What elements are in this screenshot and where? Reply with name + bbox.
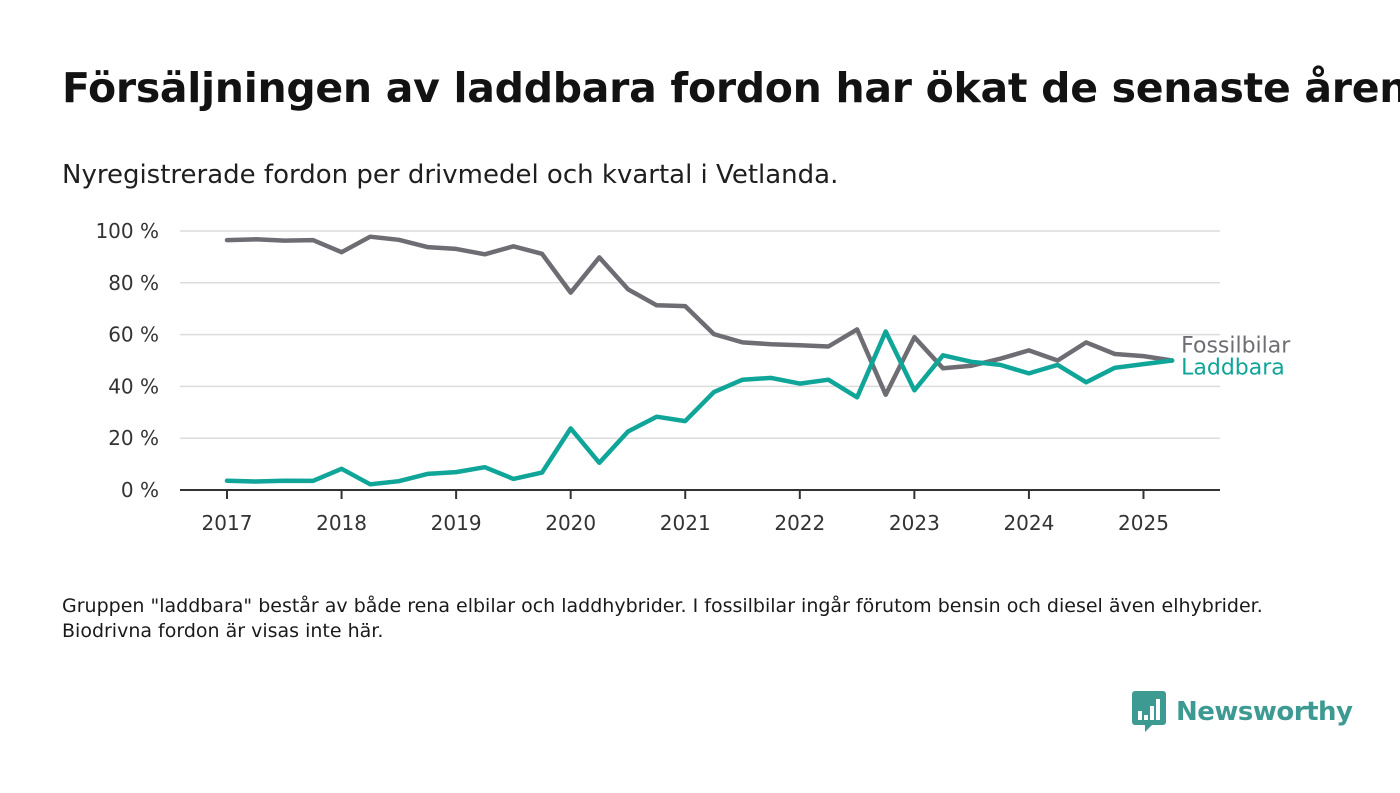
newsworthy-logo: Newsworthy <box>1132 690 1353 734</box>
y-tick-label: 100 % <box>95 219 159 243</box>
x-tick-label: 2020 <box>545 511 596 535</box>
x-tick-label: 2018 <box>316 511 367 535</box>
chart-bubble-icon <box>1132 691 1166 732</box>
series-label-fossilbilar: Fossilbilar <box>1181 334 1291 359</box>
series-label-laddbara: Laddbara <box>1181 356 1285 381</box>
brand-name: Newsworthy <box>1176 697 1353 727</box>
x-tick-label: 2025 <box>1118 511 1169 535</box>
line-chart: 0 % 20 % 40 % 60 % 80 % 100 % 2017 2018 2019 202… <box>95 219 1291 535</box>
footnote: Gruppen "laddbara" består av både rena e… <box>62 595 1263 642</box>
x-tick-label: 2019 <box>431 511 482 535</box>
y-axis-labels: 0 % 20 % 40 % 60 % 80 % 100 % <box>95 219 159 502</box>
series-line-laddbara <box>224 329 1175 487</box>
x-tick-label: 2021 <box>660 511 711 535</box>
y-tick-label: 60 % <box>108 323 159 347</box>
y-tick-label: 80 % <box>108 271 159 295</box>
x-tick-label: 2022 <box>774 511 825 535</box>
x-axis: 2017 2018 2019 2020 2021 2022 2023 2024 2025 <box>180 489 1220 535</box>
gridlines <box>180 230 1220 439</box>
chart-title: Försäljningen av laddbara fordon har öka… <box>62 64 1400 112</box>
y-tick-label: 0 % <box>121 478 159 502</box>
x-tick-label: 2024 <box>1003 511 1054 535</box>
series-lines <box>224 234 1175 487</box>
x-tick-label: 2017 <box>202 511 253 535</box>
x-tick-label: 2023 <box>889 511 940 535</box>
y-tick-label: 20 % <box>108 426 159 450</box>
series-line-fossilbilar <box>224 234 1175 397</box>
y-tick-label: 40 % <box>108 374 159 398</box>
chart-subtitle: Nyregistrerade fordon per drivmedel och … <box>62 160 839 190</box>
